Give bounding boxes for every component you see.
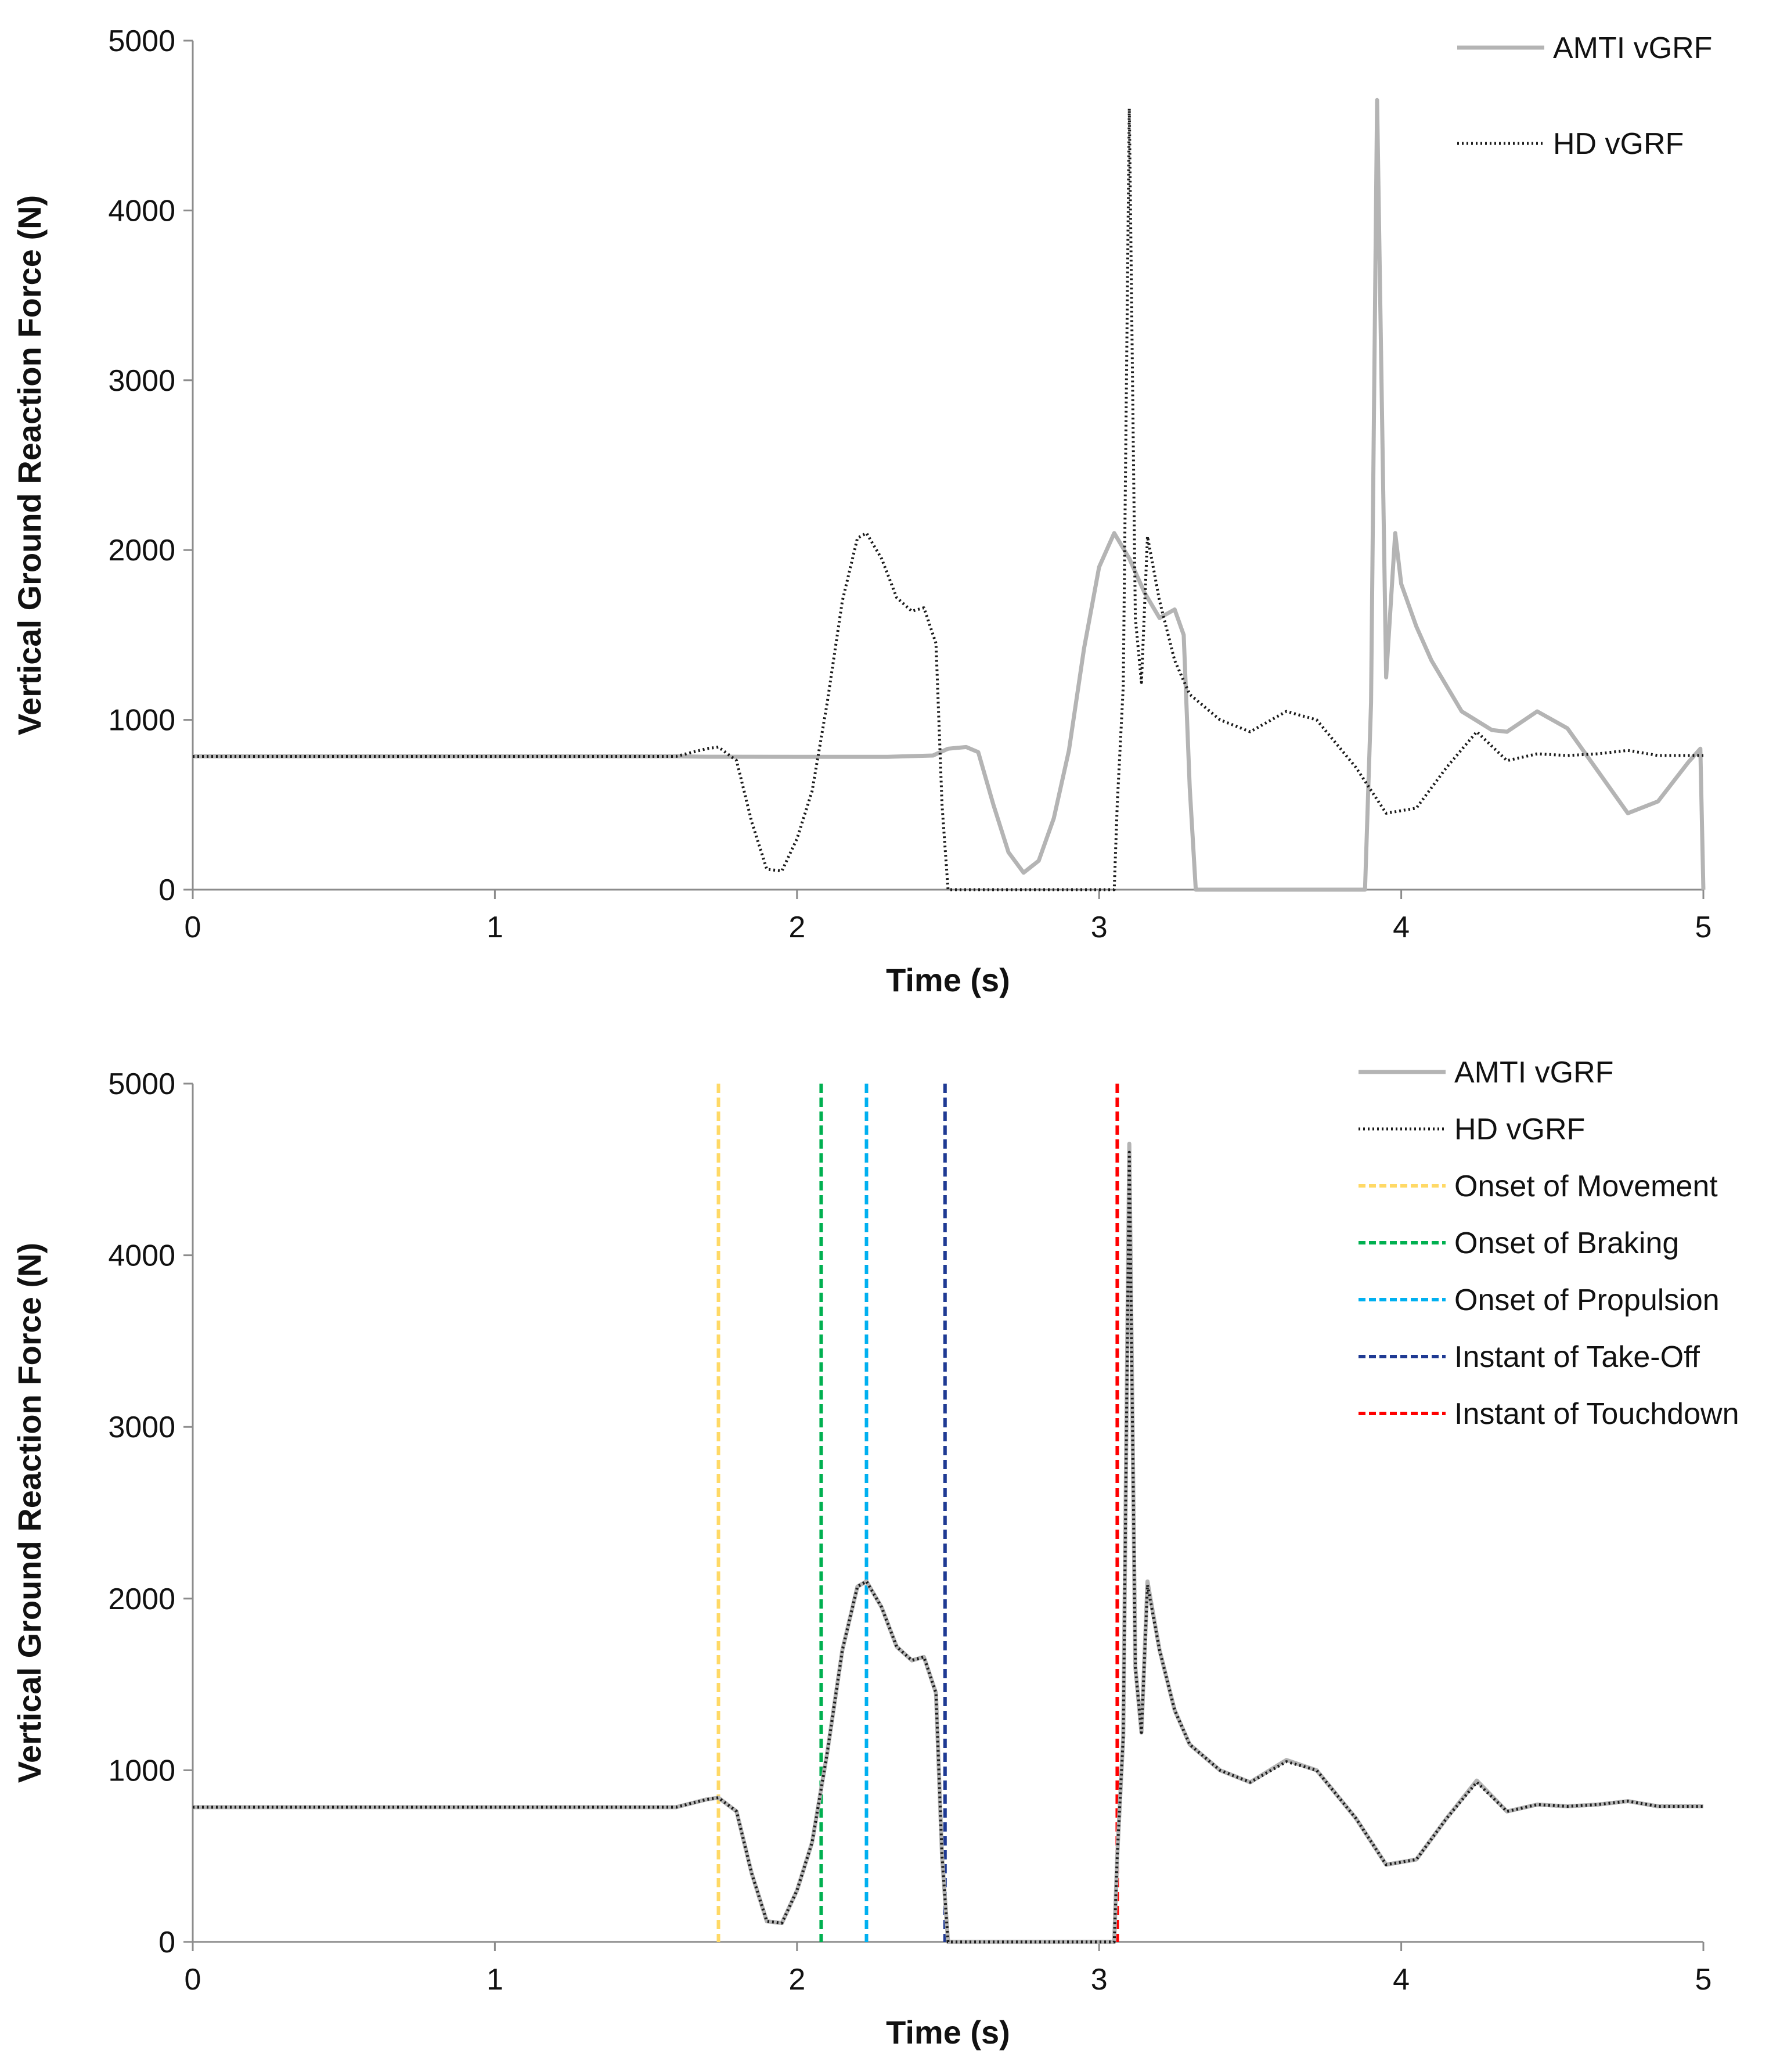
x-tick-label: 0	[185, 911, 201, 944]
x-axis-title: Time (s)	[886, 962, 1010, 998]
y-tick-label: 2000	[108, 1582, 175, 1616]
legend: AMTI vGRF HD vGRF	[1457, 31, 1712, 161]
y-tick-label: 2000	[108, 534, 175, 567]
legend-label-hd-vgrf: HD vGRF	[1454, 1113, 1585, 1146]
legend-label-onset-of-propulsion: Onset of Propulsion	[1454, 1283, 1720, 1317]
chart-bottom-synchronized-with-phase-markers: 0 1000 2000 3000 4000 5000 0 1 2 3 4 5 Time (s) Verti…	[11, 1056, 1739, 2051]
x-tick-label: 4	[1393, 1963, 1410, 1997]
x-tick-label: 4	[1393, 911, 1410, 944]
legend: AMTI vGRF HD vGRF Onset of Movement Onset o…	[1359, 1056, 1739, 1431]
x-tick-label: 0	[185, 1963, 201, 1997]
legend-label-hd-vgrf: HD vGRF	[1553, 127, 1684, 161]
series-line-amti-vgrf	[193, 98, 1706, 892]
x-tick-label: 1	[487, 1963, 503, 1997]
x-tick-label: 5	[1695, 1963, 1712, 1997]
y-axis-title: Vertical Ground Reaction Force (N)	[11, 1243, 48, 1783]
y-tick-label: 5000	[108, 24, 175, 58]
legend-label-onset-of-braking: Onset of Braking	[1454, 1226, 1679, 1260]
x-tick-label: 3	[1091, 911, 1108, 944]
series-line-hd-vgrf	[193, 107, 1703, 891]
series-line-hd-vgrf	[193, 1150, 1703, 1944]
x-tick-label: 5	[1695, 911, 1712, 944]
y-tick-label: 0	[158, 873, 175, 907]
legend-label-amti-vgrf: AMTI vGRF	[1454, 1056, 1613, 1089]
legend-label-instant-of-take-off: Instant of Take-Off	[1454, 1340, 1700, 1374]
y-tick-label: 3000	[108, 1411, 175, 1444]
y-tick-label: 5000	[108, 1067, 175, 1101]
series-line-amti-vgrf	[193, 1142, 1703, 1944]
y-tick-label: 4000	[108, 194, 175, 228]
legend-label-instant-of-touchdown: Instant of Touchdown	[1454, 1397, 1739, 1431]
x-axis-title: Time (s)	[886, 2014, 1010, 2051]
x-tick-label: 2	[788, 911, 805, 944]
y-tick-label: 0	[158, 1926, 175, 1959]
x-tick-label: 3	[1091, 1963, 1108, 1997]
y-axis-title: Vertical Ground Reaction Force (N)	[11, 195, 48, 735]
y-tick-label: 4000	[108, 1239, 175, 1273]
y-tick-label: 1000	[108, 704, 175, 738]
legend-label-onset-of-movement: Onset of Movement	[1454, 1170, 1718, 1203]
y-tick-label: 1000	[108, 1754, 175, 1787]
x-tick-label: 1	[487, 911, 503, 944]
y-tick-label: 3000	[108, 364, 175, 398]
x-tick-label: 2	[788, 1963, 805, 1997]
chart-top-amti-hd-unsynchronized: 0 1000 2000 3000 4000 5000 0 1 2 3 4 5 Time (s) Verti…	[11, 24, 1712, 998]
legend-label-amti-vgrf: AMTI vGRF	[1553, 31, 1712, 65]
